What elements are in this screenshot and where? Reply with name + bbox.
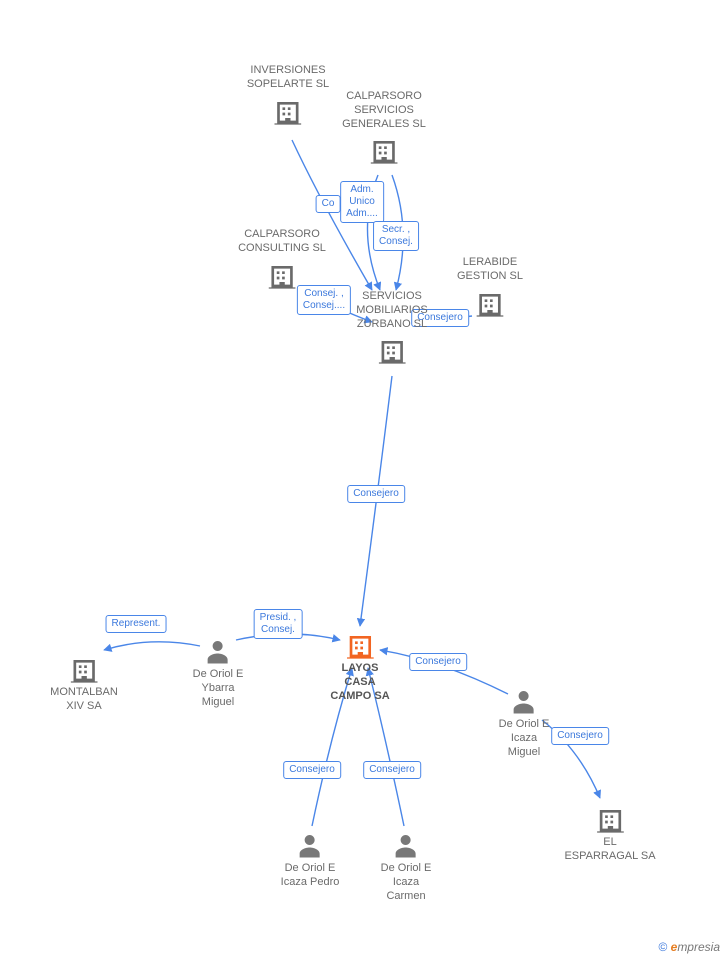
edge-label-consejero-icaza-miguel: Consejero <box>409 653 467 671</box>
node-lerabide[interactable]: LERABIDE GESTION SL <box>457 256 523 318</box>
edge-label-secr-consej: Secr. , Consej. <box>373 221 419 251</box>
person-icon <box>509 686 539 716</box>
node-esparragal[interactable]: EL ESPARRAGAL SA <box>564 802 655 864</box>
edge-label-presid-consej: Presid. , Consej. <box>254 609 303 639</box>
edge-label-consejero-carmen: Consejero <box>363 761 421 779</box>
building-icon <box>368 133 400 165</box>
building-icon <box>376 333 408 365</box>
person-icon <box>295 830 325 860</box>
node-icaza-pedro[interactable]: De Oriol E Icaza Pedro <box>281 830 340 890</box>
node-ybarra[interactable]: De Oriol E Ybarra Miguel <box>193 636 244 709</box>
building-icon <box>68 652 100 684</box>
node-icaza-miguel[interactable]: De Oriol E Icaza Miguel <box>499 686 550 759</box>
node-label: SERVICIOS MOBILIARIOS ZURBANO SL <box>356 290 428 331</box>
node-label: De Oriol E Icaza Miguel <box>499 718 550 759</box>
node-montalban[interactable]: MONTALBAN XIV SA <box>50 652 118 714</box>
node-label: INVERSIONES SOPELARTE SL <box>247 64 329 92</box>
node-label: CALPARSORO CONSULTING SL <box>238 228 326 256</box>
node-label: EL ESPARRAGAL SA <box>564 836 655 864</box>
node-label: CALPARSORO SERVICIOS GENERALES SL <box>342 90 426 131</box>
building-icon <box>266 258 298 290</box>
node-layos[interactable]: LAYOS CASA CAMPO SA <box>330 628 389 703</box>
edge-label-co: Co <box>316 195 341 213</box>
node-inversiones[interactable]: INVERSIONES SOPELARTE SL <box>247 64 329 126</box>
building-icon <box>594 802 626 834</box>
node-zurbano[interactable]: SERVICIOS MOBILIARIOS ZURBANO SL <box>356 290 428 365</box>
building-icon <box>272 94 304 126</box>
edge-label-consejero-zurbano-layos: Consejero <box>347 485 405 503</box>
brand-rest: mpresia <box>677 940 720 954</box>
node-label: De Oriol E Icaza Carmen <box>381 862 432 903</box>
edge-label-consej-consej: Consej. , Consej.... <box>297 285 351 315</box>
node-label: LERABIDE GESTION SL <box>457 256 523 284</box>
person-icon <box>203 636 233 666</box>
edge-label-consejero-pedro: Consejero <box>283 761 341 779</box>
node-label: De Oriol E Ybarra Miguel <box>193 668 244 709</box>
footer-credit: © empresia <box>658 940 720 954</box>
edge-label-consejero-esparragal: Consejero <box>551 727 609 745</box>
person-icon <box>391 830 421 860</box>
edge-ybarra-montalban <box>104 642 200 650</box>
node-icaza-carmen[interactable]: De Oriol E Icaza Carmen <box>381 830 432 903</box>
node-calparsoro-sg[interactable]: CALPARSORO SERVICIOS GENERALES SL <box>342 90 426 165</box>
node-label: De Oriol E Icaza Pedro <box>281 862 340 890</box>
edge-label-represent: Represent. <box>106 615 167 633</box>
node-label: MONTALBAN XIV SA <box>50 686 118 714</box>
building-icon <box>344 628 376 660</box>
edge-label-adm-unico: Adm. Unico Adm.... <box>340 181 384 223</box>
building-icon <box>474 286 506 318</box>
copyright-symbol: © <box>658 940 667 954</box>
node-label: LAYOS CASA CAMPO SA <box>330 662 389 703</box>
node-calparsoro-cons[interactable]: CALPARSORO CONSULTING SL <box>238 228 326 290</box>
